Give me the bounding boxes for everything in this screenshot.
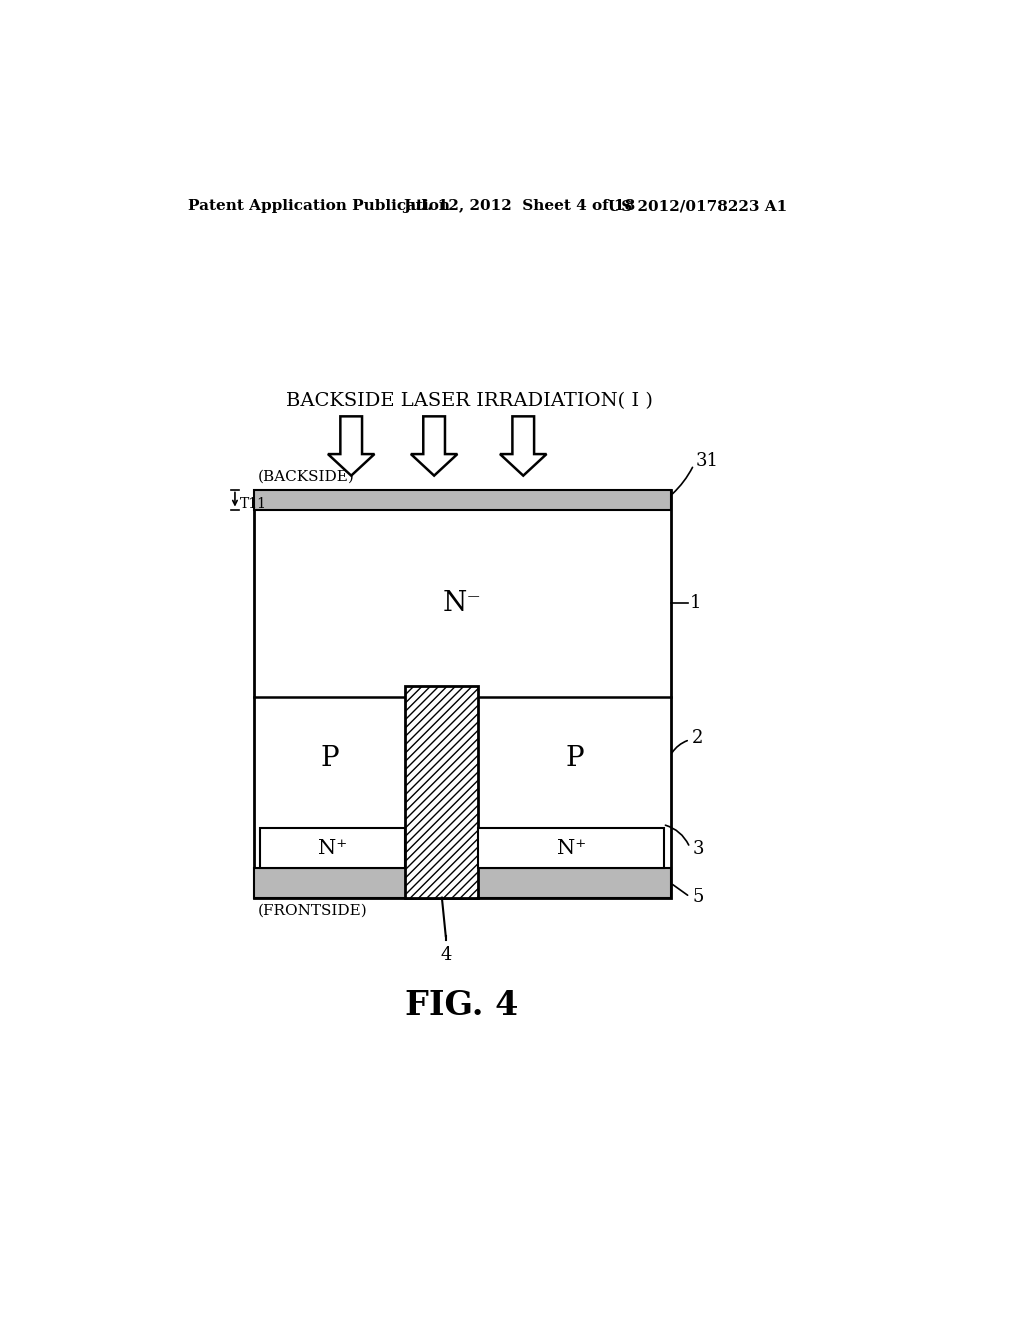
Text: Patent Application Publication: Patent Application Publication <box>188 199 451 213</box>
Text: 4: 4 <box>440 946 452 964</box>
Text: 5: 5 <box>692 888 703 906</box>
Bar <box>406 686 478 898</box>
Text: T11: T11 <box>240 496 266 511</box>
Polygon shape <box>328 416 375 475</box>
Text: 1: 1 <box>690 594 701 612</box>
Text: 2: 2 <box>692 729 703 747</box>
Bar <box>478 829 665 869</box>
Bar <box>254 490 671 510</box>
Polygon shape <box>500 416 547 475</box>
Text: BACKSIDE LASER IRRADIATION( I ): BACKSIDE LASER IRRADIATION( I ) <box>287 392 653 411</box>
Text: N⁺: N⁺ <box>557 838 586 858</box>
Bar <box>254 490 671 898</box>
Bar <box>260 829 406 869</box>
Bar <box>254 869 671 898</box>
Text: N⁻: N⁻ <box>442 590 481 616</box>
Text: P: P <box>565 746 584 772</box>
Text: FIG. 4: FIG. 4 <box>406 989 519 1022</box>
Text: 3: 3 <box>692 840 703 858</box>
Text: Jul. 12, 2012  Sheet 4 of 18: Jul. 12, 2012 Sheet 4 of 18 <box>403 199 635 213</box>
Polygon shape <box>411 416 458 475</box>
Text: P: P <box>321 746 339 772</box>
Text: US 2012/0178223 A1: US 2012/0178223 A1 <box>608 199 787 213</box>
Text: N⁺: N⁺ <box>318 838 347 858</box>
Text: 31: 31 <box>696 451 719 470</box>
Text: (FRONTSIDE): (FRONTSIDE) <box>257 904 368 917</box>
Text: (BACKSIDE): (BACKSIDE) <box>257 470 354 483</box>
